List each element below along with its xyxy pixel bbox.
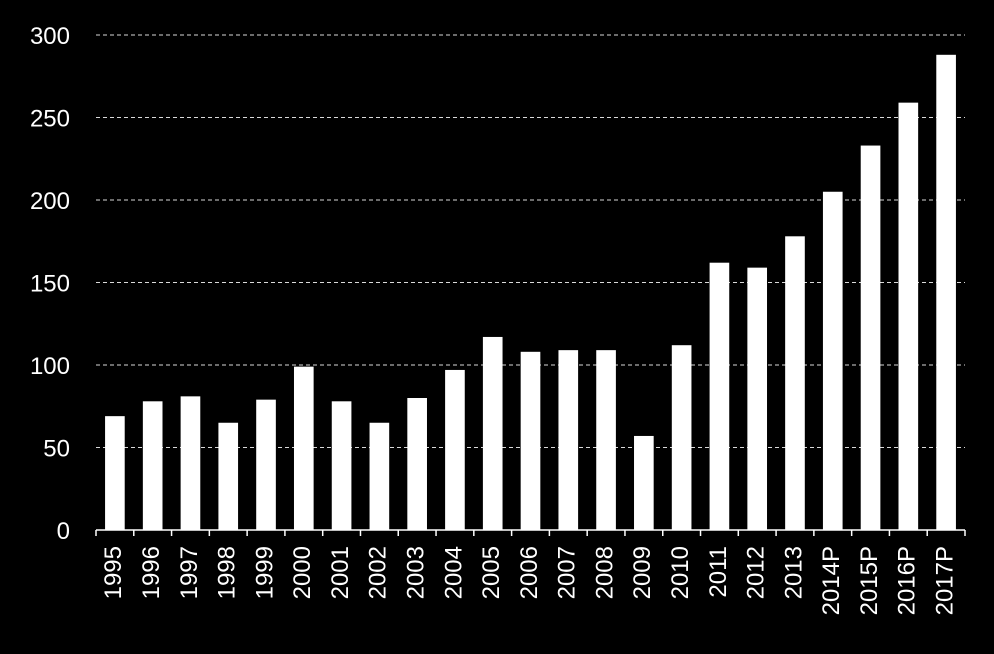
bar-2001 <box>331 401 352 530</box>
bar-2002 <box>369 422 390 530</box>
x-tick-label: 2009 <box>629 546 656 599</box>
x-tick-label: 2004 <box>440 546 467 599</box>
bar-2008 <box>596 350 616 530</box>
x-tick-label: 2002 <box>365 546 392 599</box>
bar-2015P <box>860 145 881 531</box>
x-tick-label: 2015P <box>856 546 883 615</box>
x-tick-labels: 1995 1996 1997 1998 1999 2000 2001 2002 2003 2004… <box>100 546 958 615</box>
bar-2006 <box>520 351 541 530</box>
x-tick-label: 2013 <box>780 546 807 599</box>
bars <box>105 54 956 531</box>
x-tick-label: 2017P <box>931 546 958 615</box>
y-tick-label: 150 <box>30 271 70 298</box>
bar-2016P <box>898 102 919 531</box>
y-tick-labels: 0 50 100 150 200 250 300 <box>30 23 70 545</box>
y-tick-label: 0 <box>57 518 70 545</box>
bar-1999 <box>256 399 276 530</box>
x-tick-label: 2011 <box>705 546 732 598</box>
y-tick-label: 300 <box>30 23 70 50</box>
axes <box>95 529 966 536</box>
bar-2009 <box>634 435 654 530</box>
x-tick-label: 2003 <box>402 546 429 599</box>
x-tick-label: 2000 <box>289 546 316 599</box>
x-tick-label: 1995 <box>100 546 127 599</box>
x-tick-label: 1996 <box>138 546 165 599</box>
x-tick-label: 2010 <box>667 546 694 599</box>
y-tick-label: 250 <box>30 106 70 133</box>
x-tick-label: 2012 <box>743 546 770 599</box>
bar-2000 <box>293 366 314 530</box>
x-tick-label: 2005 <box>478 546 505 599</box>
x-tick-label: 1997 <box>176 546 203 599</box>
bar-2013 <box>785 236 805 531</box>
x-tick-label: 2006 <box>516 546 543 599</box>
x-tick-label: 2008 <box>591 546 618 599</box>
bar-1996 <box>142 401 163 530</box>
bar-1995 <box>105 416 125 530</box>
y-tick-label: 200 <box>30 188 70 215</box>
bar-2011 <box>709 262 730 530</box>
x-tick-label: 1999 <box>251 546 278 599</box>
bar-2007 <box>558 350 579 530</box>
x-tick-label: 2001 <box>327 546 354 599</box>
bar-1998 <box>218 422 239 530</box>
y-tick-label: 100 <box>30 353 70 380</box>
bar-2005 <box>482 336 503 530</box>
x-tick-label: 2016P <box>894 546 921 615</box>
bar-2010 <box>671 345 692 530</box>
bar-1997 <box>180 396 201 530</box>
bar-2017P <box>936 54 956 531</box>
bar-2012 <box>747 267 768 530</box>
x-tick-label: 2007 <box>554 546 581 599</box>
x-tick-label: 1998 <box>214 546 241 599</box>
bar-2014P <box>822 191 843 530</box>
bar-2003 <box>407 398 427 530</box>
x-tick-label: 2014P <box>818 546 845 615</box>
y-tick-label: 50 <box>43 436 70 463</box>
bar-2004 <box>445 369 465 530</box>
